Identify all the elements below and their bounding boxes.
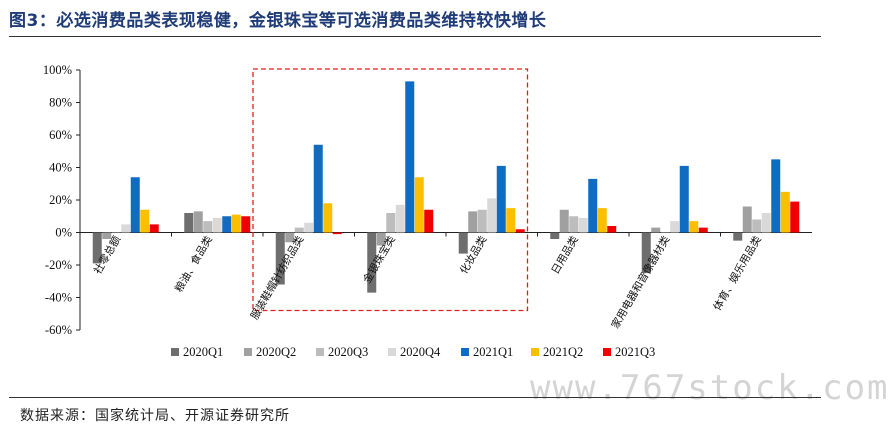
bar-2020Q4-3 (395, 204, 405, 233)
bar-2020Q1-4 (458, 232, 468, 254)
bar-2020Q3-6 (660, 232, 670, 233)
bar-2021Q2-7 (780, 191, 790, 233)
y-tick-label: -60% (45, 323, 72, 337)
legend-swatch (531, 348, 539, 356)
category-label: 体育、娱乐用品类 (711, 233, 765, 313)
watermark: www.767stock.com (530, 368, 890, 408)
bar-2020Q1-6 (641, 232, 651, 274)
legend-label: 2020Q2 (256, 345, 296, 359)
bar-2020Q3-2 (294, 227, 304, 233)
legend-swatch (603, 348, 611, 356)
legend-swatch (244, 348, 252, 356)
bar-2021Q3-0 (149, 224, 159, 233)
legend-swatch (461, 348, 469, 356)
bar-2021Q3-5 (607, 226, 617, 233)
bar-2020Q4-6 (670, 221, 680, 233)
legend-label: 2021Q2 (543, 345, 583, 359)
bar-2020Q2-3 (376, 232, 386, 246)
bar-2021Q1-0 (130, 177, 140, 233)
bar-2020Q2-0 (102, 232, 112, 239)
bar-2021Q2-6 (689, 221, 699, 233)
bar-2020Q3-1 (203, 221, 213, 233)
highlight-box (252, 68, 529, 312)
legend-label: 2021Q3 (615, 345, 655, 359)
bar-2020Q2-2 (285, 232, 295, 243)
bar-2021Q2-3 (414, 177, 424, 233)
bar-chart: -60% -40% -20% 0% 20% 40% 60% 80% 100% 社零总额 粮油、食品… (43, 63, 812, 359)
source-note: 数据来源：国家统计局、开源证券研究所 (20, 408, 290, 424)
bar-2021Q1-6 (679, 165, 689, 233)
bar-2021Q3-7 (790, 201, 800, 233)
y-tick-label: 20% (49, 193, 72, 207)
bar-2020Q2-1 (193, 211, 203, 233)
bar-2020Q3-5 (569, 216, 579, 233)
bar-2021Q1-4 (496, 165, 506, 233)
bar-2021Q2-4 (506, 208, 516, 233)
legend-swatch (316, 348, 324, 356)
highlight-box-layer (252, 68, 529, 312)
y-tick-label: -20% (45, 258, 72, 272)
bar-2020Q1-3 (367, 232, 377, 293)
bar-2020Q1-1 (184, 213, 194, 233)
bar-2020Q3-7 (752, 219, 762, 233)
legend-label: 2020Q1 (183, 345, 223, 359)
y-tick-label: 60% (49, 128, 72, 142)
source-rule (9, 397, 821, 398)
bar-2020Q4-2 (304, 222, 314, 233)
y-tick-label: 80% (49, 96, 72, 110)
bar-2021Q2-0 (140, 209, 150, 233)
legend: 2020Q1 2020Q2 2020Q3 2020Q4 2021Q1 2021Q2 2021… (171, 345, 655, 359)
bar-2020Q2-4 (468, 211, 478, 233)
bar-2020Q3-4 (477, 209, 487, 233)
bars-layer (92, 81, 800, 293)
bar-2021Q3-6 (698, 227, 708, 233)
bar-2021Q2-5 (597, 208, 607, 233)
bar-2021Q1-7 (771, 159, 781, 233)
y-tick-label: 40% (49, 161, 72, 175)
bar-2021Q3-2 (332, 232, 342, 235)
bar-2021Q3-1 (241, 216, 251, 233)
y-tick-label: 0% (55, 226, 72, 240)
category-labels: 社零总额 粮油、食品类 服装鞋帽针纺织品类 金银珠宝类 化妆品类 日用品类 家用电器和音像器… (91, 233, 764, 331)
bar-2020Q4-7 (761, 213, 771, 233)
bar-2021Q2-1 (231, 214, 241, 233)
bar-2021Q1-1 (222, 216, 232, 233)
bar-2020Q2-7 (742, 206, 752, 233)
legend-swatch (388, 348, 396, 356)
category-label: 日用品类 (549, 233, 582, 276)
bar-2020Q2-6 (651, 227, 661, 233)
category-label: 家用电器和音像器材类 (609, 233, 673, 331)
category-label: 粮油、食品类 (172, 233, 215, 294)
y-tick-label: 100% (43, 63, 72, 77)
bar-2021Q1-5 (588, 178, 598, 233)
y-tick-label: -40% (45, 291, 72, 305)
bar-2020Q3-3 (386, 213, 396, 233)
figure-title: 图3：必选消费品类表现稳健，金银珠宝等可选消费品类维持较快增长 (9, 11, 547, 31)
title-rule (9, 36, 821, 37)
bar-2020Q4-5 (578, 217, 588, 233)
bar-2021Q1-3 (405, 81, 415, 233)
bar-2020Q3-0 (111, 232, 121, 233)
chart-axes: -60% -40% -20% 0% 20% 40% 60% 80% 100% (43, 63, 812, 337)
legend-swatch (171, 348, 179, 356)
bar-2020Q2-5 (559, 209, 569, 233)
bar-2020Q4-1 (212, 217, 222, 233)
bar-2021Q3-3 (424, 209, 434, 233)
legend-label: 2020Q4 (400, 345, 441, 359)
legend-label: 2021Q1 (473, 345, 513, 359)
bar-2021Q1-2 (313, 144, 323, 233)
bar-2020Q4-4 (487, 198, 497, 233)
bar-2020Q4-0 (121, 224, 131, 233)
bar-2020Q1-2 (275, 232, 285, 285)
bar-2020Q1-0 (92, 232, 102, 264)
legend-label: 2020Q3 (328, 345, 368, 359)
bar-2021Q3-4 (515, 229, 525, 233)
bar-2021Q2-2 (323, 203, 333, 233)
bar-2020Q1-5 (550, 232, 560, 239)
bar-2020Q1-7 (733, 232, 743, 241)
